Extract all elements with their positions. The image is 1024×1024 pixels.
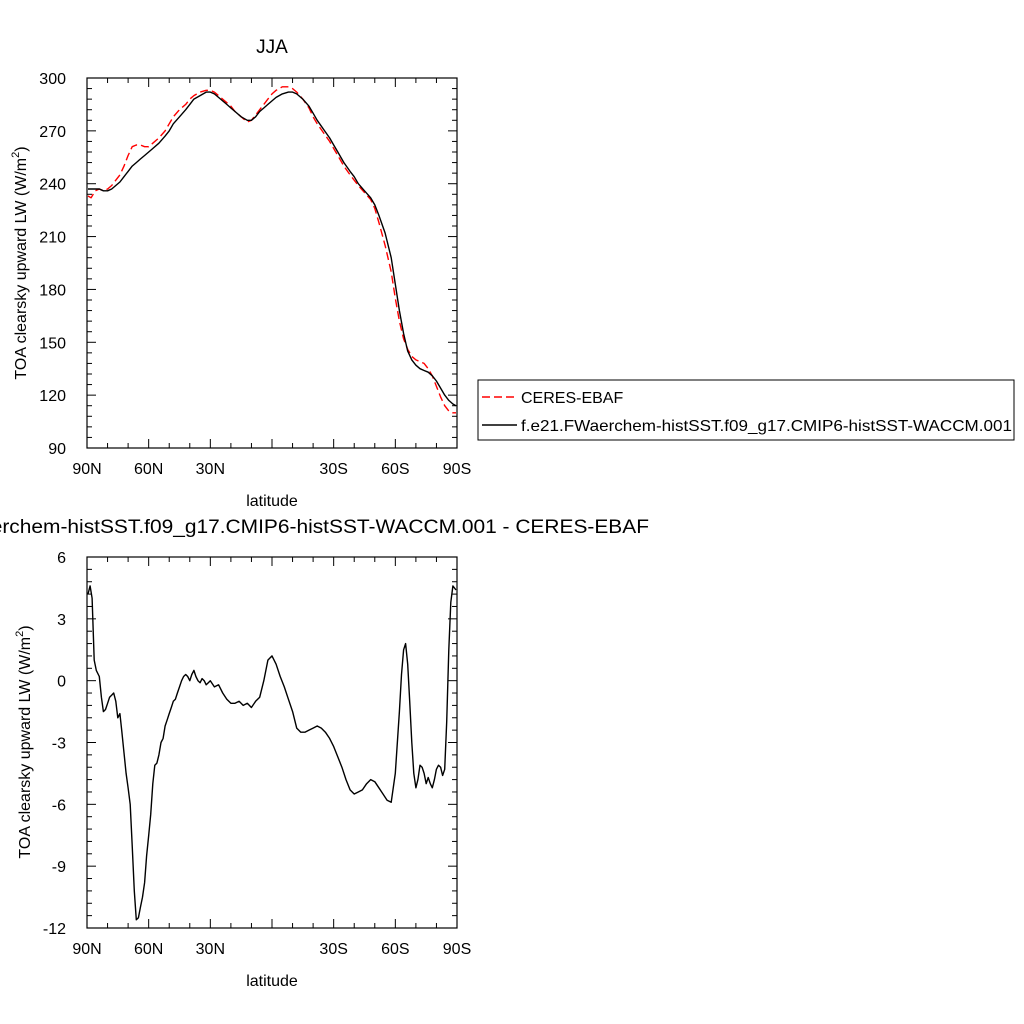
y-tick-label: 90 <box>48 441 66 458</box>
y-tick-label: 180 <box>39 282 66 299</box>
y-axis-label: TOA clearsky upward LW (W/m2) <box>14 625 34 858</box>
y-tick-label: 0 <box>57 674 66 691</box>
y-axis-label-text: TOA clearsky upward LW (W/m <box>13 158 30 380</box>
legend-box <box>477 379 1015 441</box>
y-tick-label: 150 <box>39 335 66 352</box>
x-tick-label: 90N <box>72 941 101 958</box>
y-tick-label: 120 <box>39 388 66 405</box>
series-line-0 <box>87 86 456 414</box>
series-line-1 <box>88 91 457 407</box>
x-tick-label: 60N <box>134 941 163 958</box>
y-axis-label-superscript: 2 <box>14 631 26 637</box>
plot-lines <box>87 585 457 921</box>
y-axis-label-superscript: 2 <box>10 152 22 158</box>
climatology-panel: JJA 90 120 150 180 210 240 270 300 90N 60N 30N 30S… <box>10 37 1015 510</box>
legend-label-model: f.e21.FWaerchem-histSST.f09_g17.CMIP6-hi… <box>521 418 1012 435</box>
y-tick-label: 3 <box>57 612 66 629</box>
y-axis-label-close: ) <box>13 146 30 151</box>
x-axis-label: latitude <box>246 493 298 510</box>
y-tick-label: -3 <box>52 736 66 753</box>
y-axis: 90 120 150 180 210 240 270 300 <box>39 71 457 458</box>
y-tick-label: 300 <box>39 71 66 88</box>
plot-lines <box>87 86 457 414</box>
x-tick-label: 60N <box>134 461 163 478</box>
x-axis: 90N 60N 30N 30S 60S 90S <box>72 78 471 478</box>
y-tick-label: 270 <box>39 124 66 141</box>
x-axis: 90N 60N 30N 30S 60S 90S <box>72 557 471 958</box>
x-tick-label: 60S <box>381 461 409 478</box>
x-tick-label: 90S <box>443 461 471 478</box>
series-line-0 <box>87 585 457 921</box>
difference-panel: f.e21.FWaerchem-histSST.f09_g17.CMIP6-hi… <box>0 517 649 990</box>
x-tick-label: 30S <box>319 941 347 958</box>
x-tick-label: 60S <box>381 941 409 958</box>
x-tick-label: 30S <box>319 461 347 478</box>
y-tick-label: 210 <box>39 230 66 247</box>
legend-label-ceres: CERES-EBAF <box>521 390 623 407</box>
y-axis-label-close: ) <box>17 625 34 630</box>
x-tick-label: 30N <box>196 941 225 958</box>
x-tick-label: 90S <box>443 941 471 958</box>
x-tick-label: 30N <box>196 461 225 478</box>
y-tick-label: 6 <box>57 550 66 567</box>
y-tick-label: -6 <box>52 797 66 814</box>
y-axis: -12 -9 -6 -3 0 3 6 <box>43 550 457 938</box>
plot-frame <box>86 556 458 929</box>
y-tick-label: -9 <box>52 859 66 876</box>
y-tick-label: 240 <box>39 177 66 194</box>
x-tick-label: 90N <box>72 461 101 478</box>
y-axis-label: TOA clearsky upward LW (W/m2) <box>10 146 30 379</box>
y-tick-label: -12 <box>43 921 66 938</box>
plot-frame <box>86 77 458 449</box>
legend: CERES-EBAF f.e21.FWaerchem-histSST.f09_g… <box>477 379 1015 441</box>
chart-title: JJA <box>256 37 288 58</box>
x-axis-label: latitude <box>246 973 298 990</box>
y-axis-label-text: TOA clearsky upward LW (W/m <box>17 637 34 859</box>
chart-title: f.e21.FWaerchem-histSST.f09_g17.CMIP6-hi… <box>0 517 649 538</box>
